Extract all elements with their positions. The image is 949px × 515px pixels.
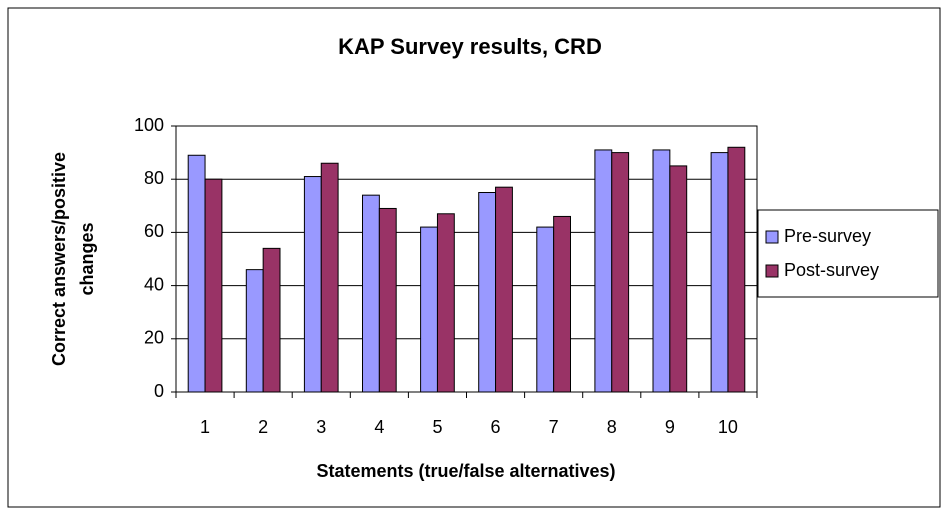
x-tick-label: 1 xyxy=(200,417,210,437)
legend-swatch xyxy=(765,230,779,244)
x-tick-label: 3 xyxy=(316,417,326,437)
bar xyxy=(245,269,264,393)
bar xyxy=(652,149,671,393)
y-tick-label: 40 xyxy=(144,274,164,294)
legend-swatch xyxy=(765,264,779,278)
bar xyxy=(362,194,380,393)
y-tick-label: 80 xyxy=(144,168,164,188)
y-tick-label: 100 xyxy=(134,115,164,135)
bar xyxy=(320,162,339,393)
y-axis-label: changes xyxy=(77,222,97,295)
x-tick-label: 4 xyxy=(374,417,384,437)
y-tick-label: 0 xyxy=(154,381,164,401)
bar xyxy=(204,178,223,393)
bar xyxy=(262,247,281,393)
x-tick-label: 7 xyxy=(549,417,559,437)
x-tick-label: 8 xyxy=(607,417,617,437)
x-tick-label: 5 xyxy=(432,417,442,437)
chart-title: KAP Survey results, CRD xyxy=(338,34,602,59)
y-tick-label: 20 xyxy=(144,328,164,348)
bar xyxy=(436,213,455,393)
bar xyxy=(495,186,513,393)
legend-label: Post-survey xyxy=(784,260,879,280)
bar xyxy=(536,226,555,393)
x-axis-label: Statements (true/false alternatives) xyxy=(316,461,615,481)
x-tick-label: 6 xyxy=(491,417,501,437)
y-tick-label: 60 xyxy=(144,221,164,241)
bar xyxy=(420,226,438,393)
x-tick-label: 9 xyxy=(665,417,675,437)
x-tick-label: 2 xyxy=(258,417,268,437)
bar xyxy=(594,149,613,393)
bar xyxy=(727,146,746,393)
bar xyxy=(611,152,630,393)
legend-label: Pre-survey xyxy=(784,226,871,246)
bar xyxy=(303,176,322,393)
bar xyxy=(187,154,206,393)
bar xyxy=(710,152,729,393)
plot-border xyxy=(175,125,758,393)
x-tick-label: 10 xyxy=(718,417,738,437)
bar xyxy=(553,215,571,393)
y-axis-label: Correct answers/positive xyxy=(49,152,69,366)
legend xyxy=(757,209,939,298)
bar xyxy=(378,207,397,393)
bar xyxy=(478,192,497,393)
bar xyxy=(669,165,688,393)
